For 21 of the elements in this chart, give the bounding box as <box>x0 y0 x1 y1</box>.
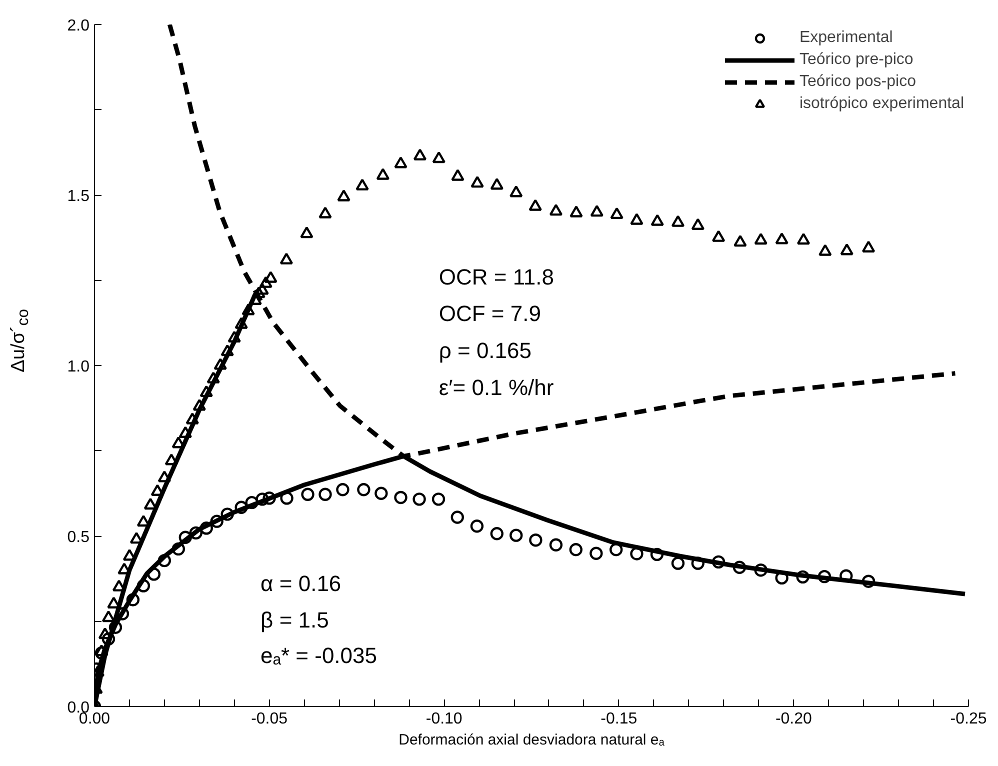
x-tick-label: -0.05 <box>251 710 288 728</box>
legend-label: Experimental <box>799 29 893 47</box>
y-tick-label: 1.5 <box>67 188 90 205</box>
annotation: ε′= 0.1 %/hr <box>438 374 554 400</box>
annotation: OCF = 7.9 <box>438 301 541 326</box>
annotation: eₐ* = -0.035 <box>260 642 377 668</box>
y-tick-label: 2.0 <box>67 18 90 34</box>
legend-label: isotrópico experimental <box>799 95 964 113</box>
x-tick-label: -0.10 <box>426 710 462 728</box>
annotation: β = 1.5 <box>260 607 329 632</box>
x-axis-title: Deformación axial desviadora natural eₐ <box>398 732 665 748</box>
y-tick-label: 1.0 <box>67 358 90 376</box>
legend-label: Teórico pos-pico <box>799 73 916 91</box>
x-tick-label: -0.20 <box>775 710 812 728</box>
legend-label: Teórico pre-pico <box>799 51 914 69</box>
y-tick-label: 0.5 <box>67 529 90 546</box>
x-tick-label: -0.15 <box>600 710 638 728</box>
annotation: α = 0.16 <box>260 571 342 596</box>
annotation: ρ = 0.165 <box>438 338 532 363</box>
x-tick-label: -0.25 <box>950 710 987 728</box>
annotation: OCR = 11.8 <box>438 264 554 290</box>
